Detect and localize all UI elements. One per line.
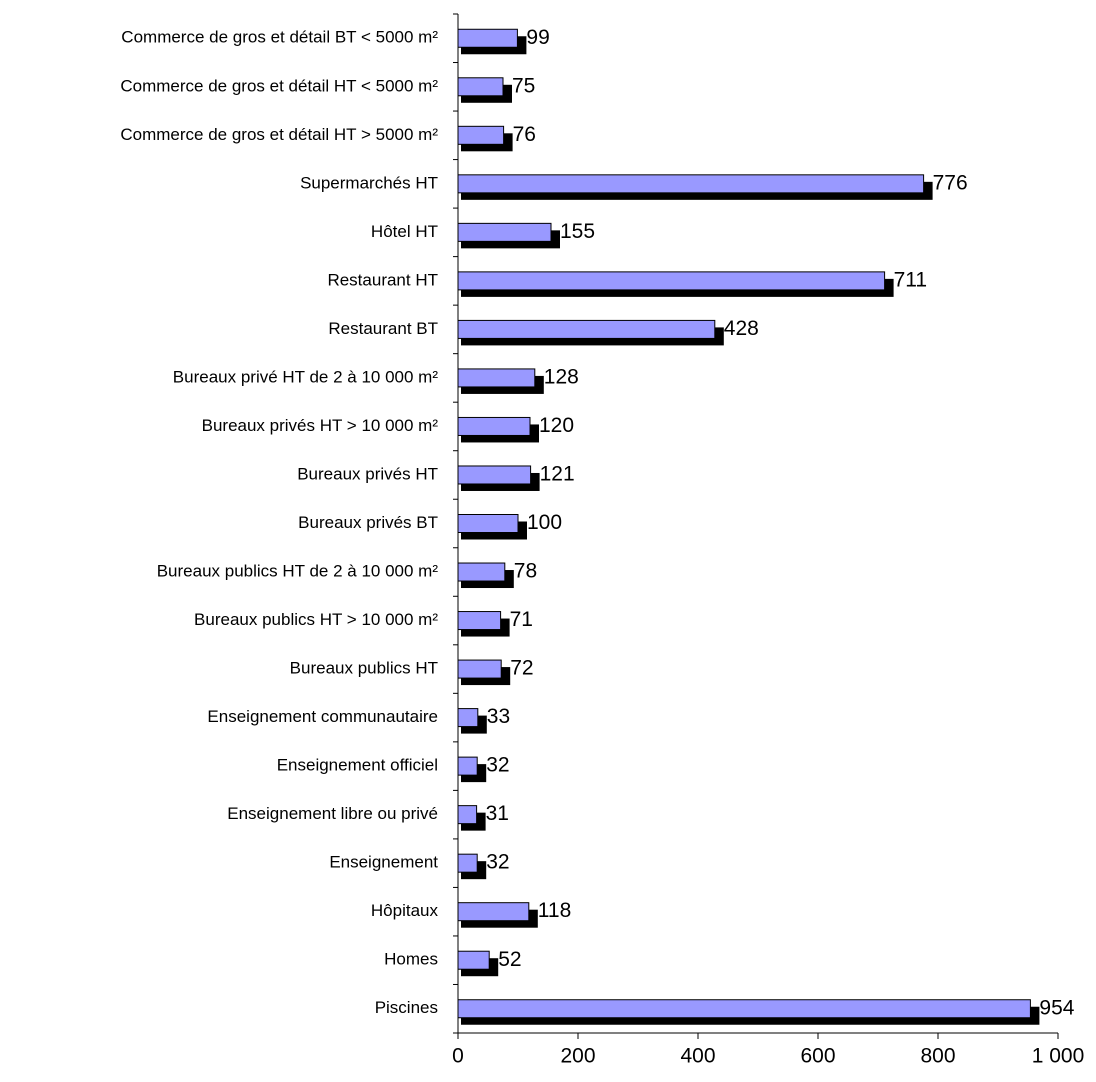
value-label: 72: [510, 657, 533, 680]
y-tick-label: Restaurant BT: [328, 319, 438, 338]
bar: [457, 465, 532, 485]
x-tick-label: 800: [920, 1045, 955, 1068]
y-tick-label: Bureaux publics HT de 2 à 10 000 m²: [157, 562, 439, 581]
x-tick-label: 600: [800, 1045, 835, 1068]
bar: [457, 222, 552, 242]
y-tick-label: Piscines: [375, 998, 438, 1017]
value-label: 78: [514, 560, 537, 583]
bar: [457, 902, 530, 922]
value-label: 100: [527, 511, 562, 534]
value-label: 120: [539, 414, 574, 437]
y-tick-label: Enseignement officiel: [277, 756, 438, 775]
bar: [457, 125, 505, 145]
bar: [457, 950, 490, 970]
bar: [457, 174, 925, 194]
value-label: 31: [486, 802, 509, 825]
value-label: 33: [487, 705, 510, 728]
bar: [457, 708, 479, 728]
value-label: 118: [538, 899, 571, 922]
y-tick-label: Bureaux publics HT: [290, 659, 438, 678]
bar: [457, 562, 506, 582]
y-tick-label: Enseignement libre ou privé: [227, 804, 438, 823]
y-tick-label: Bureaux privé HT de 2 à 10 000 m²: [173, 367, 439, 386]
value-label: 428: [724, 317, 759, 340]
value-label: 71: [510, 608, 533, 631]
value-label: 32: [486, 851, 509, 874]
x-tick-label: 200: [560, 1045, 595, 1068]
bar: [457, 805, 478, 825]
y-tick-label: Enseignement: [329, 853, 438, 872]
bar: [457, 368, 536, 388]
bar: [457, 756, 478, 776]
value-label: 76: [513, 123, 536, 146]
value-label: 75: [512, 74, 535, 97]
y-tick-label: Homes: [384, 950, 438, 969]
bar: [457, 999, 1031, 1019]
bar: [457, 611, 502, 631]
value-label: 32: [486, 754, 509, 777]
value-label: 954: [1039, 996, 1074, 1019]
value-label: 711: [894, 268, 927, 291]
y-tick-label: Bureaux privés HT > 10 000 m²: [202, 416, 439, 435]
x-tick-label: 400: [680, 1045, 715, 1068]
value-label: 121: [540, 463, 575, 486]
bar: [457, 319, 716, 339]
bar: [457, 514, 519, 533]
value-label: 52: [498, 948, 521, 971]
value-label: 155: [560, 220, 595, 243]
value-label: 128: [544, 365, 579, 388]
y-tick-label: Commerce de gros et détail BT < 5000 m²: [121, 28, 438, 47]
y-tick-label: Hôtel HT: [371, 222, 438, 241]
y-tick-label: Commerce de gros et détail HT > 5000 m²: [120, 125, 438, 144]
bar: [457, 77, 504, 97]
bar: [457, 271, 886, 291]
y-tick-label: Supermarchés HT: [300, 173, 438, 192]
bar: [457, 28, 518, 48]
y-tick-label: Enseignement communautaire: [207, 707, 438, 726]
y-tick-label: Restaurant HT: [327, 270, 438, 289]
x-tick-label: 0: [452, 1045, 464, 1068]
y-tick-label: Commerce de gros et détail HT < 5000 m²: [120, 76, 438, 95]
bar: [457, 853, 478, 873]
bar: [457, 416, 531, 436]
y-tick-label: Hôpitaux: [371, 901, 439, 920]
y-tick-label: Bureaux privés BT: [298, 513, 438, 532]
bar: [457, 659, 502, 679]
x-tick-label: 1 000: [1032, 1045, 1085, 1068]
value-label: 99: [526, 26, 549, 49]
y-tick-label: Bureaux privés HT: [297, 464, 438, 483]
value-label: 776: [933, 171, 968, 194]
y-tick-label: Bureaux publics HT > 10 000 m²: [194, 610, 438, 629]
